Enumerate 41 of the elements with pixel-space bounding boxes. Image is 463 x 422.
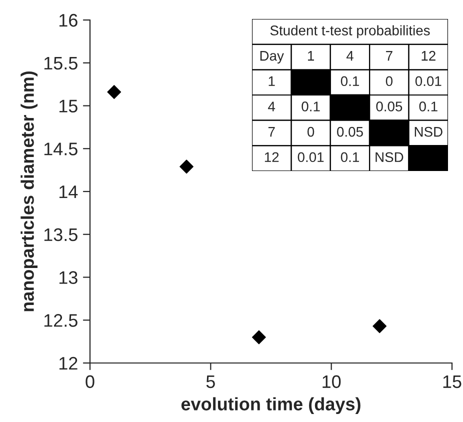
text: 0 bbox=[307, 126, 314, 137]
point bbox=[252, 330, 266, 344]
point bbox=[372, 319, 387, 334]
text: 0.05 bbox=[337, 126, 363, 137]
category-label: 1 bbox=[308, 51, 314, 61]
category-label: 12 bbox=[264, 152, 279, 162]
y-tick-label: 14.5 bbox=[44, 142, 78, 156]
x-tick-label: 10 bbox=[322, 375, 341, 388]
annotation: Day bbox=[260, 51, 284, 64]
text: 0.1 bbox=[302, 102, 320, 112]
y-tick-label: 15.5 bbox=[44, 56, 78, 70]
text: NSD bbox=[414, 126, 442, 137]
y-tick-label: 14 bbox=[59, 186, 78, 198]
y-tick-label: 15 bbox=[59, 100, 78, 112]
text: 0.01 bbox=[298, 152, 324, 162]
category-label: 4 bbox=[346, 51, 354, 61]
x-axis-title: evolution time (days) bbox=[181, 397, 360, 414]
text: Student t-test probabilities bbox=[270, 25, 430, 38]
text: 0.05 bbox=[376, 102, 402, 112]
x-tick-label: 0 bbox=[86, 375, 94, 388]
text: 0.1 bbox=[419, 102, 438, 112]
text: 0.01 bbox=[415, 76, 442, 86]
category-label: 12 bbox=[422, 50, 436, 61]
text: 0 bbox=[386, 76, 393, 86]
category-label: 7 bbox=[386, 51, 392, 61]
x-tick-label: 15 bbox=[443, 375, 462, 388]
category-label: 7 bbox=[268, 127, 275, 137]
text: 0.1 bbox=[340, 152, 359, 162]
y-tick-label: 13 bbox=[59, 271, 78, 284]
point bbox=[180, 160, 194, 174]
y-tick-label: 12 bbox=[59, 356, 78, 370]
category-label: 1 bbox=[268, 76, 275, 86]
category-label: 4 bbox=[268, 102, 276, 112]
y-tick-label: 16 bbox=[59, 14, 78, 27]
y-tick-label: 12.5 bbox=[44, 314, 78, 327]
y-axis-title: nanoparticles diameter (nm) bbox=[20, 71, 38, 312]
text: NSD bbox=[376, 152, 404, 162]
text: 0.1 bbox=[340, 76, 359, 86]
y-tick-label: 13.5 bbox=[44, 228, 78, 242]
x-tick-label: 5 bbox=[206, 375, 215, 388]
point bbox=[107, 85, 122, 99]
